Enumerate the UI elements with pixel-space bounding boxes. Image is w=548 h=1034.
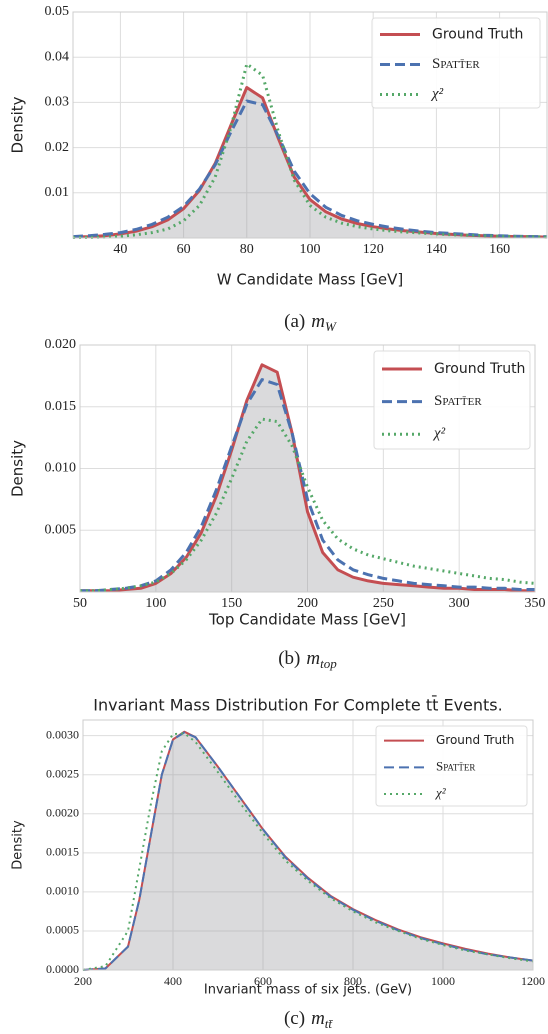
x-tick-label: 400 bbox=[164, 974, 182, 988]
caption-label: (a) bbox=[284, 311, 305, 332]
x-tick-label: 100 bbox=[145, 596, 166, 611]
y-axis-label: Density bbox=[9, 96, 27, 153]
caption: (b) mtop bbox=[278, 648, 337, 671]
caption-symbol: m bbox=[306, 648, 320, 669]
legend-label: χ² bbox=[430, 86, 444, 102]
x-tick-label: 1000 bbox=[431, 974, 455, 988]
y-tick-label: 0.0020 bbox=[46, 806, 79, 820]
line bbox=[82, 731, 534, 971]
y-tick-label: 0.05 bbox=[45, 4, 70, 19]
area bbox=[83, 731, 533, 970]
line bbox=[82, 732, 534, 971]
y-tick-label: 0.0010 bbox=[46, 884, 79, 898]
caption: (c) mtt̄ bbox=[284, 1008, 334, 1031]
line bbox=[72, 99, 547, 239]
y-tick-label: 0.04 bbox=[45, 49, 70, 64]
x-tick-label: 60 bbox=[177, 242, 191, 257]
legend-label: Spatt̄er bbox=[432, 56, 480, 72]
y-tick-label: 0.0015 bbox=[46, 845, 79, 859]
y-tick-label: 0.0000 bbox=[46, 962, 79, 976]
area bbox=[80, 364, 535, 592]
x-tick-label: 350 bbox=[525, 596, 546, 611]
x-tick-label: 300 bbox=[449, 596, 470, 611]
caption-subscript: tt̄ bbox=[325, 1016, 334, 1031]
y-tick-label: 0.02 bbox=[45, 140, 70, 155]
y-tick-label: 0.010 bbox=[45, 461, 77, 476]
x-tick-label: 120 bbox=[363, 242, 384, 257]
legend-label: Ground Truth bbox=[432, 27, 523, 43]
legend-label: Ground Truth bbox=[436, 733, 514, 747]
caption: (a) mW bbox=[284, 311, 337, 334]
x-axis-label: Invariant mass of six jets. (GeV) bbox=[204, 983, 412, 998]
x-tick-label: 150 bbox=[221, 596, 242, 611]
y-tick-label: 0.005 bbox=[45, 522, 77, 537]
x-tick-label: 250 bbox=[373, 596, 394, 611]
x-tick-label: 140 bbox=[426, 242, 447, 257]
caption-symbol: m bbox=[311, 1008, 325, 1029]
legend-label: Ground Truth bbox=[434, 361, 525, 377]
x-tick-label: 1200 bbox=[521, 974, 545, 988]
line bbox=[80, 378, 535, 593]
line bbox=[73, 62, 548, 239]
y-axis-label: Density bbox=[11, 820, 26, 870]
y-tick-label: 0.01 bbox=[45, 185, 70, 200]
x-tick-label: 40 bbox=[113, 242, 127, 257]
x-tick-label: 100 bbox=[300, 242, 321, 257]
caption-label: (b) bbox=[278, 648, 300, 669]
x-tick-label: 50 bbox=[73, 596, 87, 611]
x-tick-label: 800 bbox=[344, 974, 362, 988]
legend-box bbox=[375, 725, 528, 807]
y-tick-label: 0.015 bbox=[45, 399, 77, 414]
x-tick-label: 80 bbox=[240, 242, 254, 257]
legend-label: χ² bbox=[432, 426, 446, 442]
y-tick-label: 0.0005 bbox=[46, 923, 79, 937]
plot-frame bbox=[72, 11, 548, 239]
plot-frame bbox=[82, 719, 534, 971]
x-tick-label: 160 bbox=[489, 242, 510, 257]
x-tick-label: 600 bbox=[254, 974, 272, 988]
y-tick-label: 0.03 bbox=[45, 95, 70, 110]
y-tick-label: 0.0030 bbox=[46, 727, 79, 741]
caption-subscript: W bbox=[325, 319, 337, 334]
y-tick-label: 0.020 bbox=[45, 337, 77, 352]
x-tick-label: 200 bbox=[74, 974, 92, 988]
plot-frame bbox=[79, 344, 536, 593]
caption-symbol: m bbox=[311, 311, 325, 332]
x-axis-label: Top Candidate Mass [GeV] bbox=[208, 611, 406, 629]
legend-label: Spatt̄er bbox=[434, 393, 482, 409]
caption-subscript: top bbox=[320, 656, 337, 671]
legend-box bbox=[373, 350, 531, 450]
legend-label: Spatt̄er bbox=[436, 758, 475, 773]
y-tick-label: 0.0025 bbox=[46, 766, 79, 780]
y-axis-label: Density bbox=[9, 440, 27, 497]
legend-label: χ² bbox=[434, 785, 447, 800]
caption-label: (c) bbox=[284, 1008, 305, 1029]
x-axis-label: W Candidate Mass [GeV] bbox=[217, 271, 403, 289]
x-tick-label: 200 bbox=[297, 596, 318, 611]
legend-box bbox=[371, 17, 541, 109]
chart-title: Invariant Mass Distribution For Complete… bbox=[93, 696, 502, 715]
